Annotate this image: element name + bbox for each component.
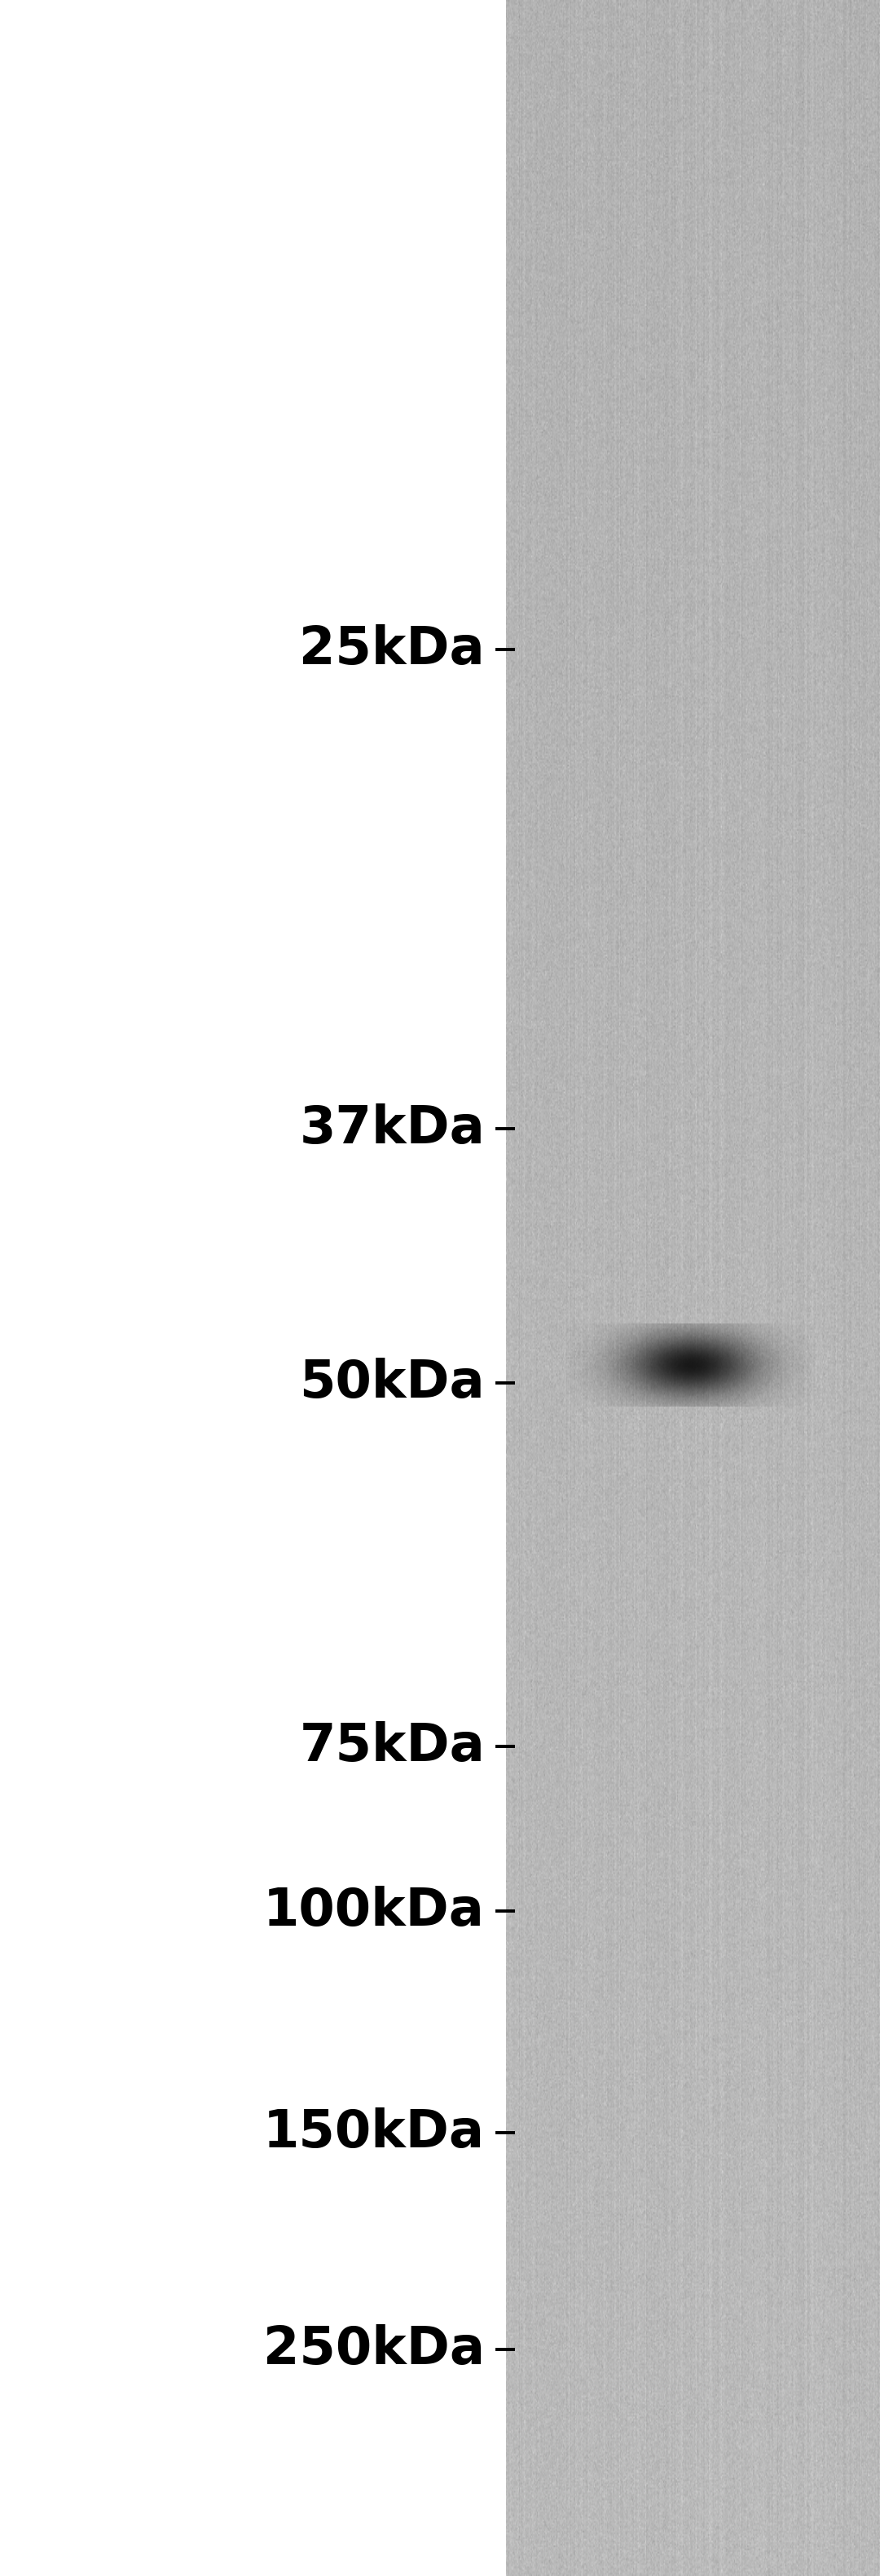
Text: 100kDa: 100kDa: [263, 1886, 485, 1937]
Text: 75kDa: 75kDa: [299, 1721, 485, 1772]
Text: 250kDa: 250kDa: [263, 2324, 485, 2375]
Text: 37kDa: 37kDa: [299, 1103, 485, 1154]
Text: 50kDa: 50kDa: [299, 1358, 485, 1409]
Text: 150kDa: 150kDa: [263, 2107, 485, 2159]
Bar: [0, 0, 506, 2576]
Text: 25kDa: 25kDa: [299, 623, 485, 675]
